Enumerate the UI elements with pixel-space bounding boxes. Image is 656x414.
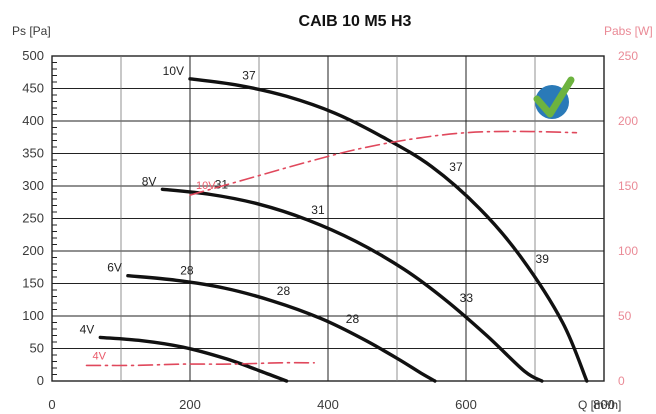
x-tick-label: 400 xyxy=(317,397,339,412)
series-name-label: 8V xyxy=(142,174,157,188)
pressure-curve-6v xyxy=(126,274,437,383)
y-right-tick-label: 150 xyxy=(618,179,638,193)
series-name-label: 4V xyxy=(80,322,95,336)
series-name-label: 10V xyxy=(163,64,184,78)
data-point-label: 33 xyxy=(460,291,474,305)
series-name-label: 6V xyxy=(107,261,122,275)
pressure-series-4v: 4V xyxy=(80,322,289,383)
certification-badge-icon xyxy=(533,76,575,119)
power-curve-4v xyxy=(85,361,315,367)
y-tick-label: 150 xyxy=(22,276,44,291)
x-tick-label: 200 xyxy=(179,397,201,412)
x-axis-ticks: 0 200 400 600 800 xyxy=(48,397,614,412)
y-axis-ticks: 0 50 100 150 200 250 300 350 400 450 500 xyxy=(22,48,44,388)
y-right-tick-label: 200 xyxy=(618,114,638,128)
y-tick-label: 100 xyxy=(22,308,44,323)
chart-title: CAIB 10 M5 H3 xyxy=(299,13,412,30)
y-axis-label: Ps [Pa] xyxy=(12,24,51,38)
data-point-label: 31 xyxy=(311,203,325,217)
pressure-curve-10v xyxy=(188,77,589,383)
y-tick-label: 350 xyxy=(22,146,44,161)
y-tick-label: 200 xyxy=(22,243,44,258)
data-point-label: 37 xyxy=(449,160,463,174)
y-axis-right-ticks: 0 50 100 150 200 250 xyxy=(618,49,638,388)
pressure-curve-4v xyxy=(98,335,289,383)
x-tick-label: 600 xyxy=(455,397,477,412)
series-name-label: 10V xyxy=(196,180,216,192)
series-name-label: 4V xyxy=(93,350,107,362)
y-right-tick-label: 250 xyxy=(618,49,638,63)
y-tick-label: 250 xyxy=(22,211,44,226)
y-tick-label: 0 xyxy=(37,373,44,388)
pressure-series-10v: 10V 37 37 39 xyxy=(163,64,589,383)
power-series-10v: 10V xyxy=(189,130,578,196)
power-curve-10v xyxy=(189,130,578,196)
x-tick-label: 0 xyxy=(48,397,55,412)
data-point-label: 39 xyxy=(536,252,550,266)
plot-grid xyxy=(51,55,605,382)
y-axis-right-label: Pabs [W] xyxy=(604,24,653,38)
y-tick-label: 450 xyxy=(22,81,44,96)
pressure-curve-8v xyxy=(160,187,544,383)
y-tick-label: 50 xyxy=(30,341,44,356)
data-point-label: 28 xyxy=(180,263,194,277)
y-right-tick-label: 100 xyxy=(618,244,638,258)
y-tick-label: 300 xyxy=(22,178,44,193)
y-tick-label: 500 xyxy=(22,48,44,63)
data-point-label: 28 xyxy=(277,284,291,298)
data-point-label: 37 xyxy=(242,68,256,82)
x-axis-label: Q [m³/h] xyxy=(578,398,621,412)
data-point-label: 28 xyxy=(346,312,360,326)
y-right-tick-label: 50 xyxy=(618,309,632,323)
x-tick-label: 800 xyxy=(593,397,615,412)
y-right-tick-label: 0 xyxy=(618,374,625,388)
y-tick-label: 400 xyxy=(22,113,44,128)
power-series-4v: 4V xyxy=(85,350,315,367)
pressure-series-6v: 6V 28 28 28 xyxy=(107,261,437,383)
